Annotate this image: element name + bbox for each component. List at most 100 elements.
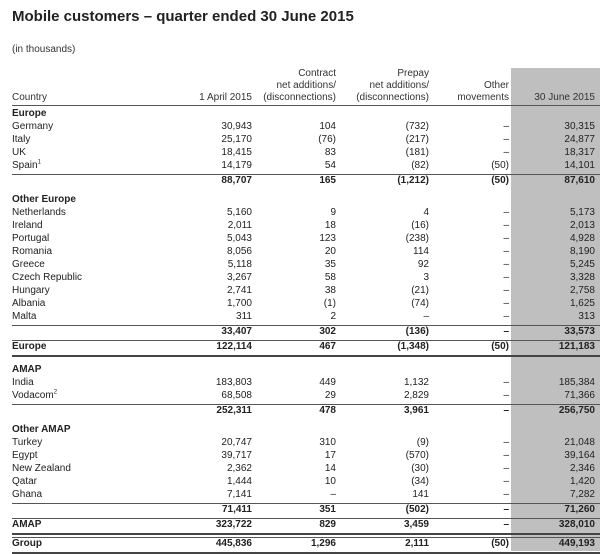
cell-contract: 14 [324,463,336,474]
cell-opening: 8,056 [226,246,252,257]
cell-prepay: (732) [405,121,429,132]
cell-other: – [503,311,509,322]
row-rule [12,518,600,519]
cell-contract: 83 [324,147,336,158]
cell-opening: 3,267 [226,272,252,283]
row-label: Vodacom2 [12,389,58,401]
table-row: Qatar 1,444 10 (34) – 1,420 [12,476,600,488]
cell-closing: 87,610 [564,175,595,186]
cell-opening: 14,179 [221,160,252,171]
cell-other: – [503,405,509,416]
row-label: AMAP [12,364,42,375]
header-country: Country [12,92,48,103]
cell-opening: 68,508 [221,390,252,401]
cell-closing: 30,315 [564,121,595,132]
cell-prepay: 3,459 [403,519,429,530]
cell-prepay: (30) [411,463,429,474]
table-row: Italy 25,170 (76) (217) – 24,877 [12,134,600,146]
cell-opening: 39,717 [221,450,252,461]
cell-opening: 20,747 [221,437,252,448]
cell-contract: 478 [319,405,336,416]
cell-opening: 71,411 [221,504,252,515]
row-label: Romania [12,246,53,257]
cell-other: (50) [491,175,509,186]
cell-prepay: (74) [411,298,429,309]
subtotal-row: 33,407 302 (136) – 33,573 [12,326,600,338]
header-other: Other movements [457,80,509,103]
table-row: Germany 30,943 104 (732) – 30,315 [12,121,600,133]
cell-contract: 123 [319,233,336,244]
cell-contract: 35 [324,259,336,270]
cell-closing: 21,048 [564,437,595,448]
cell-opening: 25,170 [221,134,252,145]
cell-closing: 313 [578,311,595,322]
row-label: Portugal [12,233,50,244]
cell-other: (50) [491,341,509,352]
header-opening: 1 April 2015 [199,92,252,103]
closing-column-shade [511,68,600,551]
row-label: Europe [12,341,47,352]
cell-closing: 2,346 [569,463,595,474]
subtotal-row: 88,707 165 (1,212) (50) 87,610 [12,175,600,187]
cell-other: – [503,450,509,461]
cell-prepay: (9) [416,437,429,448]
cell-other: – [503,233,509,244]
cell-opening: 311 [236,311,252,322]
cell-closing: 24,877 [564,134,595,145]
cell-other: – [503,489,509,500]
cell-opening: 33,407 [221,326,252,337]
cell-closing: 71,260 [564,504,595,515]
row-label: Italy [12,134,31,145]
row-label: Spain1 [12,159,41,171]
cell-closing: 1,420 [569,476,595,487]
cell-opening: 5,160 [226,207,252,218]
cell-prepay: (16) [411,220,429,231]
cell-contract: – [330,489,336,500]
cell-contract: 104 [319,121,336,132]
table-row: Netherlands 5,160 9 4 – 5,173 [12,207,600,219]
cell-other: – [503,220,509,231]
cell-contract: 449 [319,377,336,388]
row-label: Malta [12,311,37,322]
table-row: Greece 5,118 35 92 – 5,245 [12,259,600,271]
cell-closing: 33,573 [564,326,595,337]
cell-prepay: 3,961 [403,405,429,416]
row-rule [12,503,600,504]
cell-closing: 2,758 [569,285,595,296]
cell-opening: 7,141 [226,489,252,500]
cell-contract: (76) [318,134,336,145]
cell-opening: 5,043 [226,233,252,244]
cell-other: – [503,285,509,296]
cell-opening: 122,114 [216,341,252,352]
table-row: Turkey 20,747 310 (9) – 21,048 [12,437,600,449]
cell-other: – [503,377,509,388]
header-contract: Contract net additions/ (disconnections) [263,68,336,103]
cell-other: – [503,246,509,257]
row-label: India [12,377,34,388]
cell-prepay: 3 [423,272,429,283]
row-label: Greece [12,259,45,270]
cell-contract: 18 [324,220,336,231]
cell-contract: 1,296 [310,538,336,549]
cell-prepay: (570) [405,450,429,461]
page-title: Mobile customers – quarter ended 30 June… [12,8,354,25]
row-rule [12,404,600,405]
table-row: Hungary 2,741 38 (21) – 2,758 [12,285,600,297]
row-label: Qatar [12,476,38,487]
cell-contract: 829 [319,519,336,530]
cell-closing: 5,173 [569,207,595,218]
cell-opening: 323,722 [215,519,252,530]
cell-prepay: (238) [405,233,429,244]
table-row: Czech Republic 3,267 58 3 – 3,328 [12,272,600,284]
row-rule [12,174,600,175]
cell-prepay: (181) [405,147,429,158]
section-heading: AMAP [12,364,600,376]
cell-opening: 18,415 [221,147,252,158]
section-heading: Europe [12,108,600,120]
table-row: UK 18,415 83 (181) – 18,317 [12,147,600,159]
cell-opening: 1,700 [226,298,252,309]
row-label: Egypt [12,450,38,461]
row-label: UK [12,147,26,158]
section-heading: Other AMAP [12,424,600,436]
cell-opening: 2,741 [226,285,252,296]
